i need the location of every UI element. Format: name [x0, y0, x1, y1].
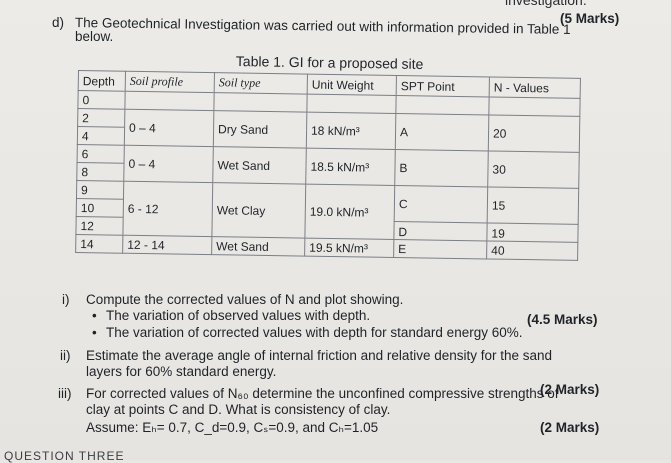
depth-cell: 9 [76, 180, 124, 200]
part-ii-number: ii) [60, 348, 71, 363]
part-iii-number: iii) [58, 386, 72, 401]
header-n-values: N - Values [489, 76, 581, 99]
spt-cell [395, 95, 490, 115]
n-value-cell: 30 [487, 150, 580, 189]
bullet-icon: • [92, 308, 97, 323]
type-cell: Wet Sand [212, 146, 307, 185]
question-text-line2: below. [75, 29, 114, 44]
n-value-cell: 20 [488, 114, 580, 153]
spt-cell: C [394, 185, 488, 223]
part-iii-marks: (2 Marks) [540, 420, 600, 435]
part-i-bullet-2: • The variation of corrected values with … [92, 325, 522, 340]
part-i-marks: (4.5 Marks) [527, 312, 598, 327]
unit-cell [306, 94, 397, 114]
question-text-line1: The Geotechnical Investigation was carri… [74, 15, 571, 37]
depth-cell: 0 [77, 90, 126, 110]
cut-off-top-text: investigation. [505, 0, 587, 8]
bullet-icon: • [92, 325, 97, 340]
part-iii-line2: clay at points C and D. What is consiste… [86, 402, 391, 417]
part-i-bullet-1: • The variation of observed values with d… [92, 308, 370, 323]
depth-cell: 10 [76, 198, 124, 218]
unit-cell: 18.5 kN/m³ [305, 148, 396, 186]
header-soil-type: Soil type [214, 72, 308, 95]
part-iii-line1: For corrected values of N₆₀ determine th… [86, 386, 559, 401]
n-value-cell [488, 96, 581, 117]
n-value-cell: 40 [486, 240, 578, 261]
part-ii-line2: layers for 60% standard energy. [86, 364, 277, 379]
depth-cell: 8 [76, 162, 125, 182]
table-caption: Table 1. GI for a proposed site [235, 53, 424, 72]
part-ii-marks: (2 Marks) [540, 382, 600, 397]
unit-cell: 18 kN/m³ [306, 112, 396, 150]
header-depth: Depth [78, 70, 126, 92]
gi-table: Depth Soil profile Soil type Unit Weight… [75, 70, 581, 261]
spt-cell: E [393, 239, 487, 259]
cut-off-bottom-heading: QUESTION THREE [4, 449, 125, 463]
profile-cell: 6 - 12 [122, 181, 213, 237]
profile-cell: 12 - 14 [122, 235, 212, 255]
type-cell: Dry Sand [213, 110, 307, 149]
part-i-number: i) [62, 292, 70, 307]
spt-cell: D [393, 221, 488, 241]
question-label: d) [52, 15, 65, 30]
unit-cell: 19.5 kN/m³ [304, 238, 394, 258]
profile-cell: 0 – 4 [123, 145, 214, 183]
depth-cell: 4 [77, 126, 125, 146]
type-cell: Wet Sand [211, 236, 305, 257]
header-soil-profile: Soil profile [125, 71, 215, 93]
spt-cell: A [395, 113, 489, 151]
n-value-cell: 19 [486, 222, 579, 243]
part-i-bullet-1-text: The variation of observed values with de… [106, 308, 371, 323]
header-unit-weight: Unit Weight [307, 74, 397, 96]
depth-cell: 12 [75, 216, 124, 236]
profile-cell: 0 – 4 [124, 109, 214, 147]
type-cell [213, 92, 308, 113]
n-value-cell: 15 [487, 186, 579, 225]
spt-cell: B [394, 149, 489, 187]
part-i-text: Compute the corrected values of N and pl… [86, 292, 404, 307]
depth-cell: 14 [75, 234, 123, 254]
header-spt-point: SPT Point [396, 75, 490, 97]
part-iii-line3: Assume: Eₕ= 0.7, C_d=0.9, Cₛ=0.9, and Cₕ… [86, 420, 379, 435]
depth-cell: 2 [77, 108, 125, 128]
profile-cell [124, 91, 215, 111]
depth-cell: 6 [77, 144, 125, 164]
unit-cell: 19.0 kN/m³ [304, 184, 395, 240]
part-ii-line1: Estimate the average angle of internal f… [86, 348, 553, 363]
part-i-bullet-2-text: The variation of corrected values with d… [106, 325, 523, 340]
type-cell: Wet Clay [211, 182, 306, 239]
question-marks: (5 Marks) [560, 11, 620, 26]
